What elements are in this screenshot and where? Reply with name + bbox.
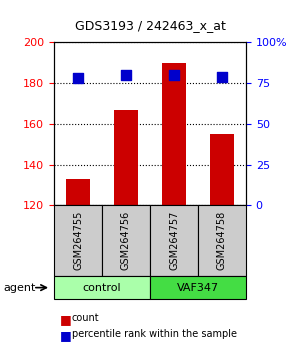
Text: VAF347: VAF347 (177, 282, 219, 293)
Text: count: count (72, 313, 100, 323)
Point (172, 72, 176, 78)
Text: control: control (83, 282, 121, 293)
Text: GDS3193 / 242463_x_at: GDS3193 / 242463_x_at (75, 19, 225, 32)
Text: percentile rank within the sample: percentile rank within the sample (72, 329, 237, 339)
Text: GSM264758: GSM264758 (217, 211, 227, 270)
Text: GSM264755: GSM264755 (73, 211, 83, 270)
Bar (162, 63, 186, 205)
Point (76, 75, 80, 81)
Bar (210, 134, 234, 205)
Text: agent: agent (3, 282, 35, 293)
Text: GSM264756: GSM264756 (121, 211, 131, 270)
Bar (114, 110, 138, 205)
Point (220, 74, 224, 80)
Text: ■: ■ (60, 329, 72, 342)
Text: ■: ■ (60, 313, 72, 326)
Point (124, 72, 128, 78)
Text: GSM264757: GSM264757 (169, 211, 179, 270)
Bar (66, 179, 90, 205)
